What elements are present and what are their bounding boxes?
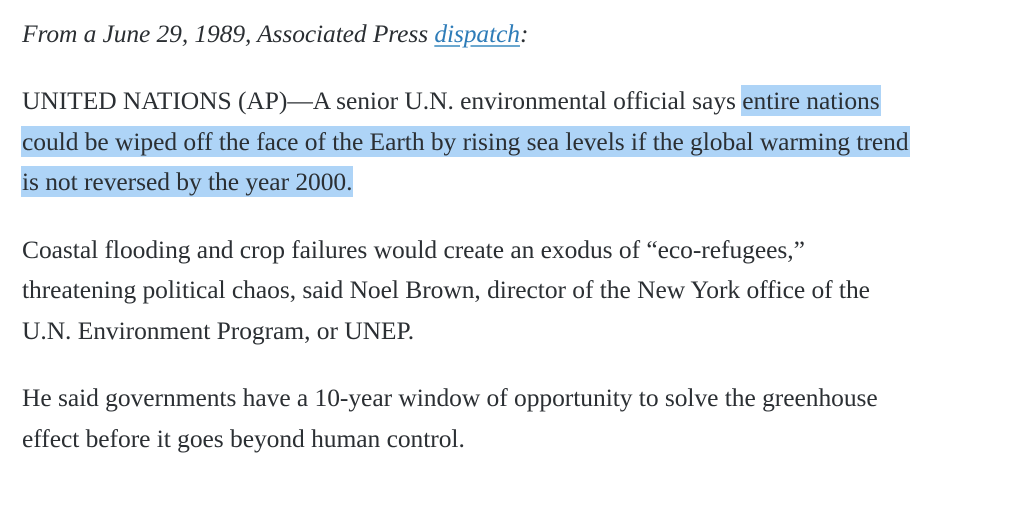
intro-text-after-link: : (519, 19, 529, 48)
highlighted-text: could be wiped off the face of the Earth… (22, 126, 909, 156)
paragraph-lede: UNITED NATIONS (AP)—A senior U.N. enviro… (22, 81, 1002, 203)
intro-attribution-line: From a June 29, 1989, Associated Press d… (22, 14, 1002, 54)
line-plain-text: UNITED NATIONS (AP)—A senior U.N. enviro… (22, 86, 743, 115)
paragraph-line: effect before it goes beyond human contr… (22, 423, 465, 453)
intro-text-before-link: From a June 29, 1989, Associated Press (22, 19, 435, 48)
paragraph-line: U.N. Environment Program, or UNEP. (22, 315, 415, 345)
paragraph-line: could be wiped off the face of the Earth… (22, 122, 1002, 163)
paragraph-line: threatening political chaos, said Noel B… (22, 275, 870, 304)
paragraph-line: is not reversed by the year 2000. (22, 162, 1002, 203)
highlighted-text: is not reversed by the year 2000. (22, 167, 353, 196)
paragraph-line: Coastal flooding and crop failures would… (22, 234, 805, 264)
highlighted-text: entire nations (742, 86, 880, 115)
paragraph-ten-year-window: He said governments have a 10-year windo… (22, 378, 1002, 459)
paragraph-eco-refugees: Coastal flooding and crop failures would… (22, 230, 1002, 352)
paragraph-line: UNITED NATIONS (AP)—A senior U.N. enviro… (22, 81, 1002, 122)
paragraph-line: He said governments have a 10-year windo… (22, 383, 878, 412)
dispatch-link[interactable]: dispatch (434, 19, 520, 48)
